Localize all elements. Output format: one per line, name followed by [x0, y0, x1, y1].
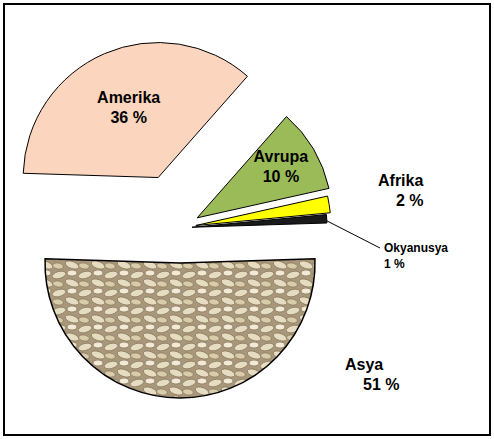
chart: Asya 51 % Amerika 36 % Avrupa 10 % Afrika 2 % Ok…: [0, 0, 494, 439]
slice-label: Afrika: [378, 172, 423, 189]
slice: [45, 259, 315, 398]
slice: [192, 215, 327, 228]
slice-label: Avrupa: [254, 148, 309, 165]
frame: [4, 4, 490, 435]
labels: Asya 51 % Amerika 36 % Avrupa 10 % Afrika 2 % Ok…: [97, 89, 448, 393]
slices: [23, 43, 330, 398]
slice-label: Asya: [345, 356, 383, 373]
slice: [23, 43, 247, 178]
slice-label: Amerika: [97, 89, 160, 106]
value-label: 1 %: [384, 257, 405, 271]
value-label: 10 %: [263, 168, 299, 185]
leader-line: [327, 221, 380, 248]
slice-label: Okyanusya: [384, 241, 448, 255]
value-label: 36 %: [110, 109, 146, 126]
value-label: 2 %: [396, 192, 424, 209]
value-label: 51 %: [363, 376, 399, 393]
